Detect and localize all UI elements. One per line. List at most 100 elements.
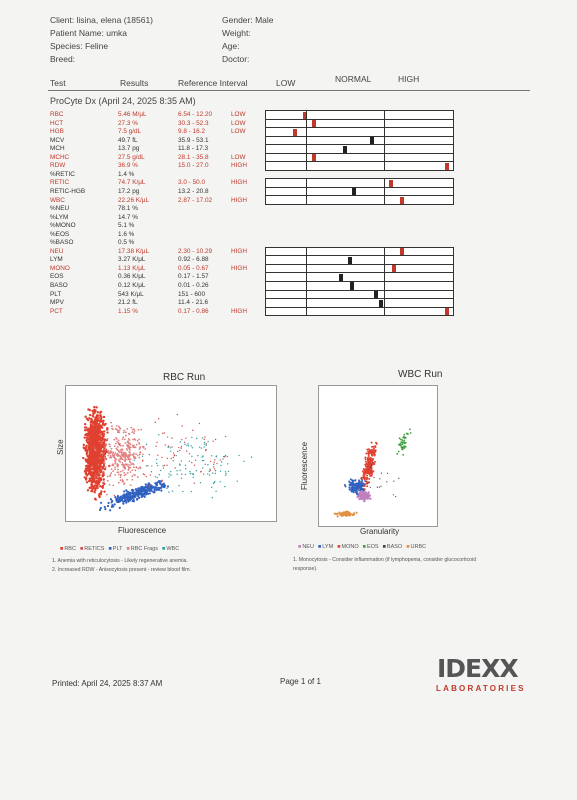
scatter-point	[372, 461, 374, 463]
test-name: RDW	[50, 162, 66, 170]
scatter-point	[87, 456, 90, 459]
range-marker	[370, 137, 375, 145]
range-grid-row	[266, 265, 453, 274]
scatter-point	[164, 444, 166, 446]
wbc-plot-title: WBC Run	[398, 369, 443, 380]
scatter-point	[126, 478, 128, 481]
scatter-point	[367, 492, 370, 496]
scatter-point	[152, 486, 155, 489]
scatter-point	[183, 441, 186, 444]
scatter-point	[114, 427, 117, 430]
scatter-point	[119, 427, 122, 430]
scatter-point	[194, 459, 197, 462]
scatter-point	[203, 441, 206, 444]
scatter-point	[103, 423, 106, 426]
scatter-point	[161, 481, 163, 483]
scatter-point	[368, 477, 371, 480]
scatter-point	[191, 455, 193, 458]
scatter-point	[103, 430, 106, 433]
range-marker	[352, 188, 356, 196]
scatter-point	[348, 488, 351, 491]
scatter-point	[110, 425, 113, 428]
scatter-point	[103, 490, 106, 493]
test-name: %RETIC	[50, 170, 75, 178]
scatter-point	[170, 457, 172, 460]
scatter-point	[214, 459, 216, 461]
range-grid	[265, 110, 454, 171]
scatter-point	[366, 471, 369, 474]
scatter-point	[88, 450, 92, 453]
legend-swatch-icon: ■	[337, 544, 341, 550]
scatter-point	[110, 421, 113, 424]
doctor: Doctor:	[222, 54, 250, 64]
scatter-point	[356, 493, 359, 496]
scatter-point	[161, 456, 163, 459]
scatter-point	[181, 425, 183, 427]
scatter-point	[88, 408, 92, 412]
scatter-point	[348, 480, 351, 483]
col-high: HIGH	[398, 74, 420, 84]
scatter-point	[154, 475, 157, 478]
scatter-point	[192, 472, 194, 475]
scatter-point	[348, 514, 352, 517]
scatter-point	[88, 436, 92, 439]
scatter-point	[250, 456, 253, 458]
gender: Gender: Male	[222, 15, 274, 25]
result-value: 1.4 %	[118, 170, 135, 178]
test-name: %MONO	[50, 222, 76, 230]
result-value: 27.5 g/dL	[118, 153, 145, 161]
wbc-legend: ■NEU ■LYM ■MONO ■EOS ■BASO ■URBC	[298, 544, 430, 550]
scatter-point	[211, 497, 214, 499]
scatter-point	[123, 464, 125, 466]
range-grid-row	[266, 162, 453, 171]
scatter-point	[341, 512, 344, 515]
scatter-point	[149, 484, 151, 486]
scatter-point	[108, 464, 111, 468]
scatter-point	[98, 440, 101, 443]
scatter-point	[139, 451, 142, 453]
scatter-point	[113, 438, 116, 441]
scatter-point	[108, 452, 111, 455]
scatter-point	[163, 432, 165, 434]
scatter-point	[88, 463, 91, 466]
scatter-point	[358, 489, 361, 492]
scatter-point	[101, 468, 103, 471]
scatter-point	[133, 432, 135, 434]
scatter-point	[86, 454, 89, 458]
scatter-point	[115, 458, 118, 461]
scatter-point	[100, 501, 103, 504]
scatter-point	[138, 448, 141, 450]
scatter-point	[344, 512, 347, 515]
scatter-point	[103, 462, 106, 464]
scatter-point	[96, 428, 100, 431]
scatter-point	[212, 466, 215, 468]
scatter-point	[360, 495, 364, 499]
scatter-point	[99, 493, 103, 496]
scatter-point	[95, 476, 98, 480]
scatter-point	[82, 456, 85, 460]
test-name: PLT	[50, 290, 62, 298]
scatter-point	[360, 480, 363, 483]
range-divider	[306, 111, 307, 171]
scatter-point	[195, 470, 197, 472]
rbc-scatter-plot	[65, 385, 277, 522]
scatter-point	[114, 442, 117, 445]
scatter-point	[363, 478, 366, 481]
scatter-point	[88, 459, 91, 463]
scatter-point	[351, 483, 354, 486]
scatter-point	[166, 457, 169, 460]
scatter-point	[139, 487, 142, 490]
scatter-point	[93, 477, 96, 480]
scatter-point	[215, 490, 217, 492]
scatter-point	[361, 478, 364, 481]
scatter-point	[98, 472, 101, 475]
scatter-point	[176, 413, 178, 416]
scatter-point	[98, 480, 101, 483]
col-normal: NORMAL	[335, 74, 372, 84]
test-name: LYM	[50, 256, 63, 264]
scatter-point	[189, 472, 192, 475]
scatter-point	[166, 485, 170, 488]
scatter-point	[88, 472, 92, 475]
scatter-point	[94, 423, 98, 427]
scatter-point	[386, 472, 389, 475]
